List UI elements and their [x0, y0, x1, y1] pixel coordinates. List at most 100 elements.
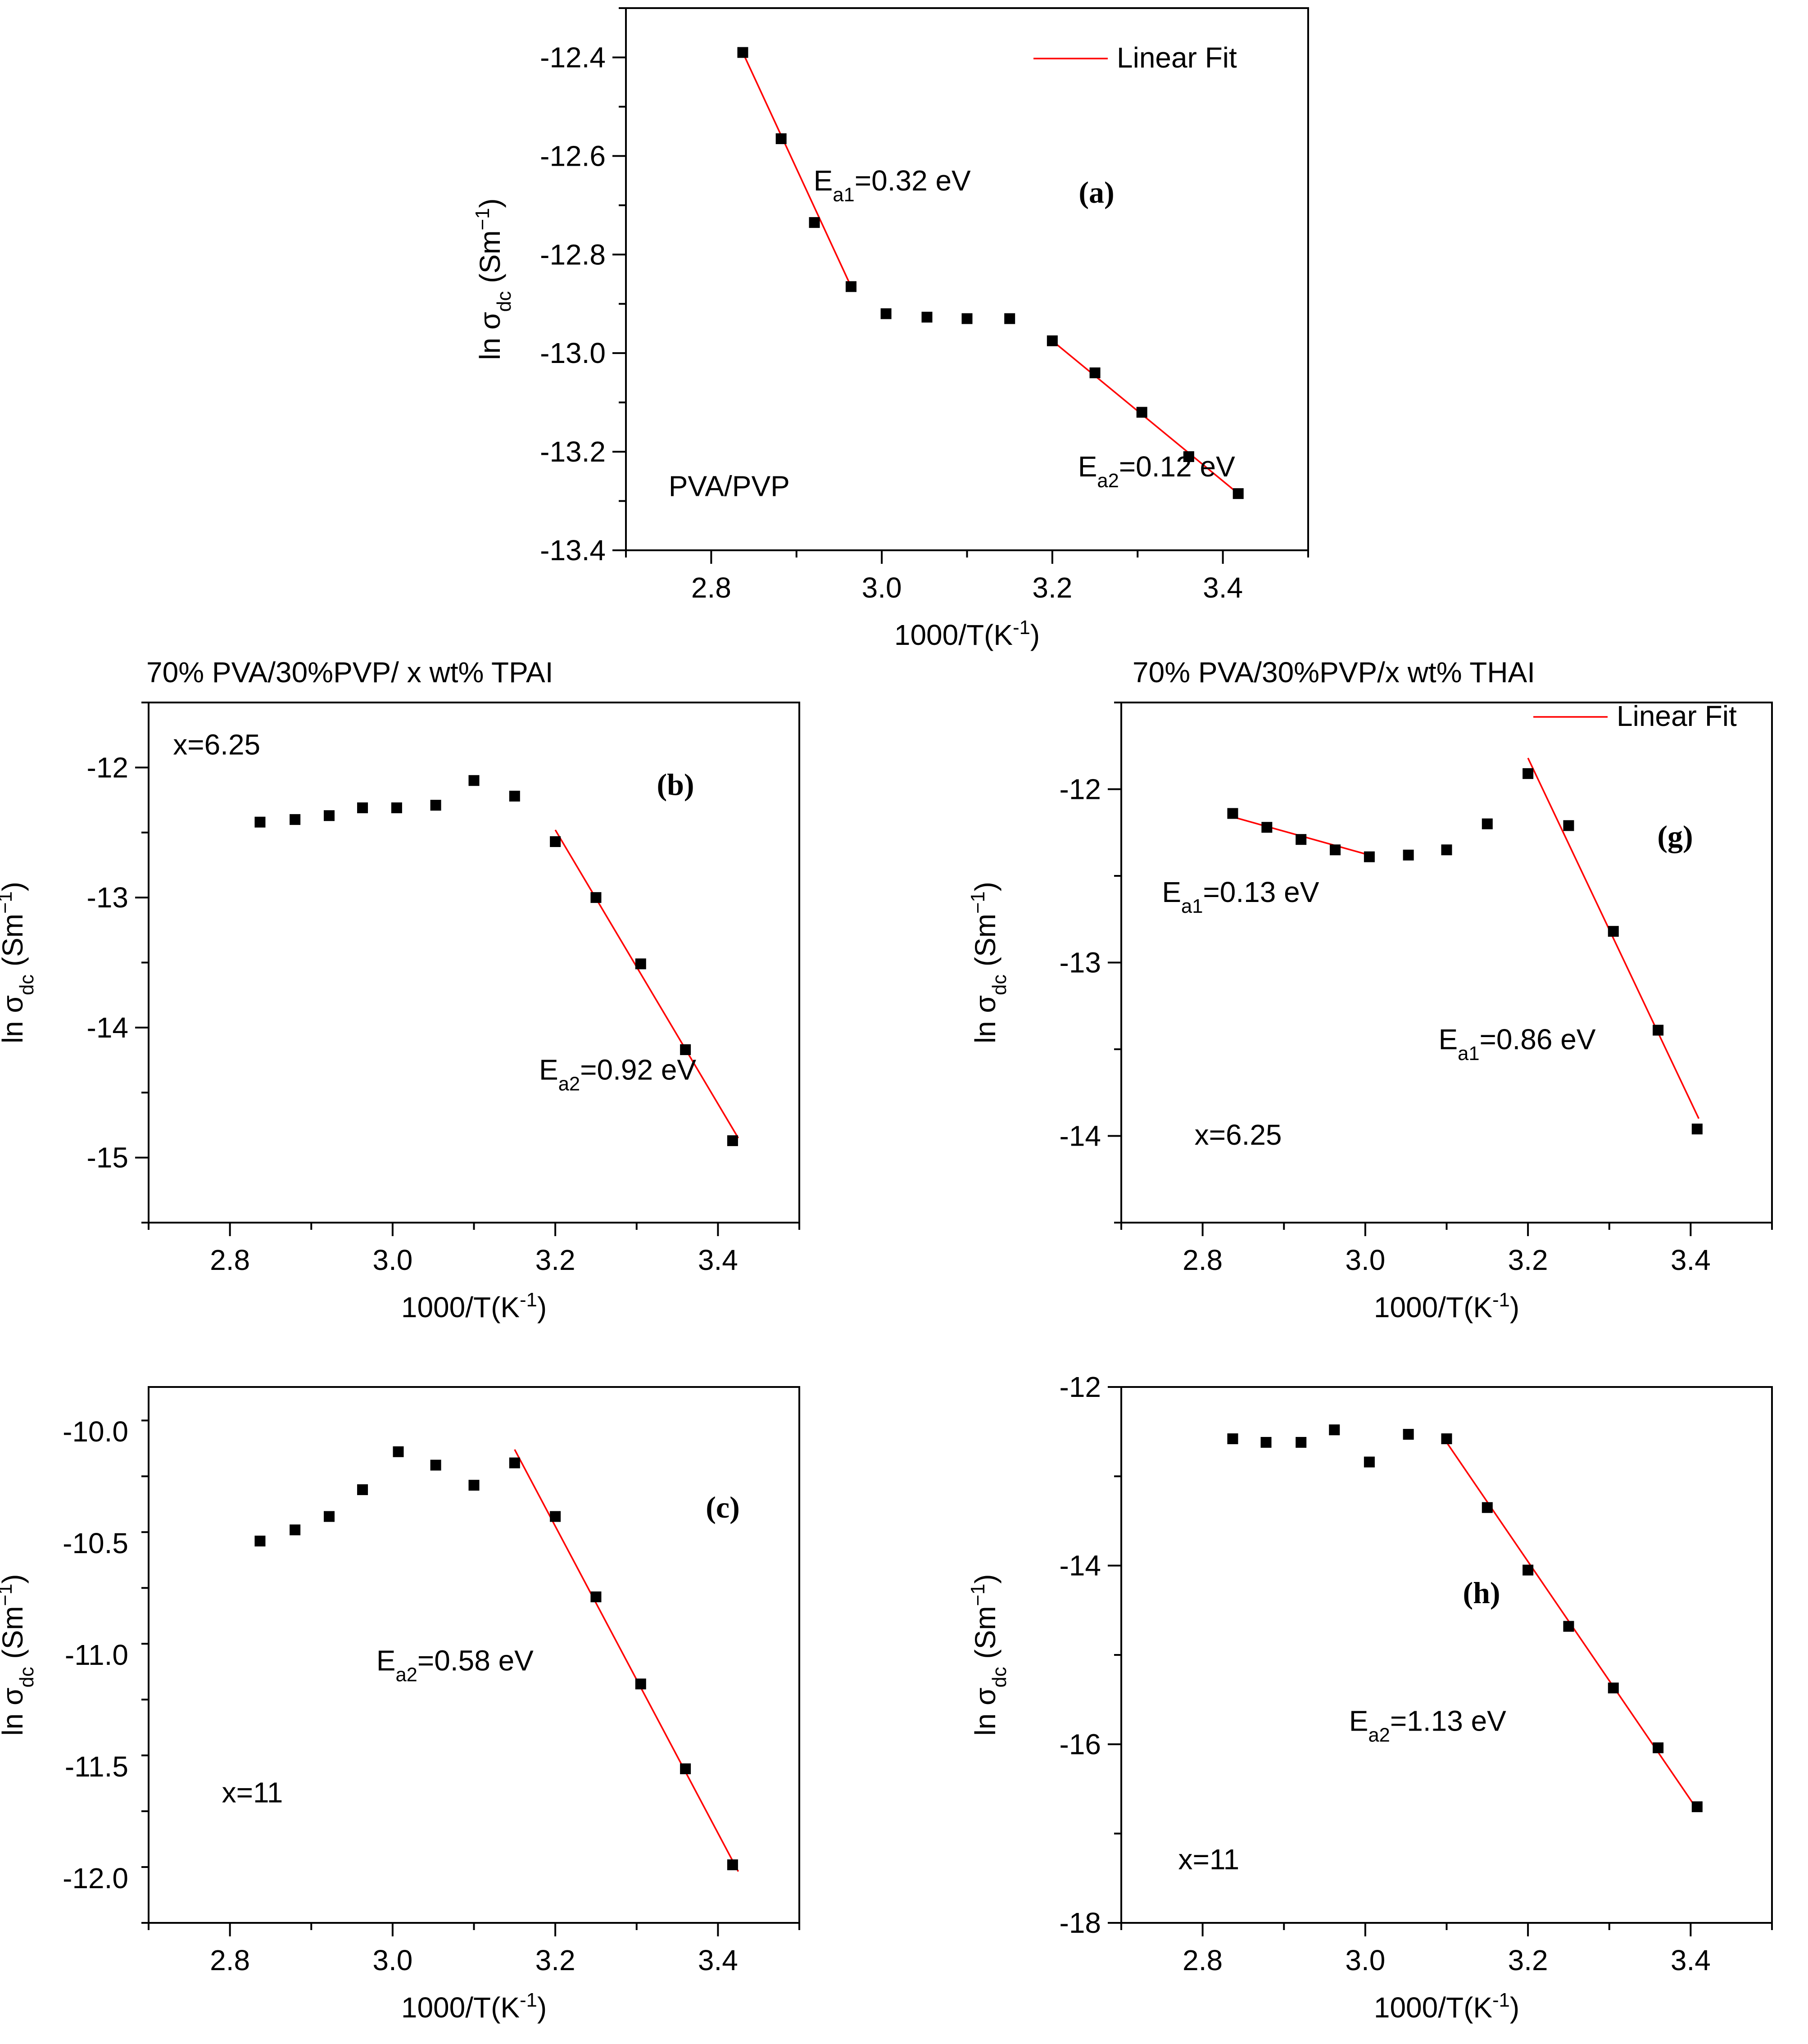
x-tick-label: 3.2 [1508, 1244, 1548, 1276]
activation-energy-label: Ea2=0.58 eV [376, 1645, 534, 1686]
data-point [550, 1511, 561, 1522]
data-point [635, 1678, 646, 1690]
x-tick-label: 3.0 [372, 1944, 412, 1976]
chart-panel-c: 2.8 3.0 3.2 3.4 -12.0 -11.5 -11.0 -10.5 -10.0 100… [0, 1386, 800, 2024]
x-tick-label: 2.8 [1183, 1944, 1223, 1976]
activation-energy-label: Ea2=0.92 eV [539, 1053, 696, 1095]
data-point [1260, 1437, 1272, 1448]
y-tick-label: -14 [87, 1011, 129, 1044]
y-tick-label: -13 [1060, 947, 1101, 979]
x-axis-title: 1000/T(K-1) [401, 1990, 547, 2024]
data-point [590, 1591, 602, 1603]
x-tick-label: 3.4 [1203, 571, 1243, 604]
y-axis-title: ln σdc (Sm−1) [0, 882, 38, 1043]
data-point [1441, 1433, 1452, 1445]
data-point [1523, 768, 1534, 779]
annotation-label: x=11 [1178, 1843, 1239, 1876]
data-point [323, 1511, 335, 1522]
data-point [391, 802, 402, 813]
data-point [775, 133, 787, 145]
data-point [1330, 844, 1341, 856]
data-point [921, 312, 933, 323]
chart-panel-a: 2.8 3.0 3.2 3.4 -13.4 -13.2 -13.0 -12.8 -12.6 -12… [472, 7, 1309, 651]
x-axis-title: 1000/T(K-1) [401, 1289, 547, 1323]
x-tick-label: 3.2 [535, 1244, 575, 1276]
data-point [635, 958, 646, 970]
data-point [1403, 849, 1414, 861]
annotation-label: x=11 [222, 1776, 283, 1808]
x-axis-title: 1000/T(K-1) [1374, 1289, 1519, 1323]
y-tick-label: -14 [1060, 1120, 1101, 1152]
data-point [1653, 1024, 1664, 1036]
data-point [254, 816, 266, 828]
data-point [1296, 834, 1307, 845]
data-point [727, 1859, 738, 1871]
data-point [680, 1044, 691, 1055]
annotation-label: x=6.25 [1195, 1119, 1282, 1151]
annotation-label: x=6.25 [173, 729, 260, 761]
data-point [468, 775, 480, 786]
y-tick-label: -12 [1060, 773, 1101, 806]
x-tick-label: 3.0 [372, 1244, 412, 1276]
y-tick-label: -13.2 [540, 435, 606, 468]
y-tick-label: -14 [1060, 1550, 1101, 1582]
data-point [1329, 1424, 1340, 1436]
data-point [1441, 844, 1452, 856]
annotation-label: PVA/PVP [669, 470, 790, 503]
data-point [1296, 1437, 1307, 1448]
y-axis-title: ln σdc (Sm−1) [472, 198, 515, 360]
chart-panel-g: 2.8 3.0 3.2 3.4 -14 -13 -12 1000/T(K-1) ln σdc (… [967, 656, 1773, 1323]
panel-label: (g) [1657, 819, 1693, 853]
data-point [1183, 451, 1194, 462]
linear-fit-line [1527, 757, 1700, 1119]
data-point [1563, 1621, 1574, 1632]
y-tick-label: -16 [1060, 1728, 1101, 1760]
data-point [509, 790, 520, 802]
y-axis-title: ln σdc (Sm−1) [967, 882, 1010, 1043]
activation-energy-label: Ea1=0.86 eV [1438, 1023, 1595, 1065]
data-point [1608, 926, 1619, 937]
data-point [1136, 407, 1147, 418]
y-tick-label: -11.5 [65, 1750, 128, 1783]
data-point [430, 800, 441, 811]
data-point [727, 1135, 738, 1147]
panel-label: (b) [657, 767, 694, 802]
plot-frame [1120, 1386, 1773, 1924]
y-tick-label: -13 [87, 881, 129, 914]
y-tick-label: -10.5 [63, 1527, 128, 1559]
data-point [737, 47, 748, 58]
y-tick-label: -12.6 [540, 140, 606, 172]
data-point [1233, 488, 1244, 499]
data-point [357, 1484, 368, 1496]
y-tick-label: -12 [87, 751, 129, 784]
data-point [1523, 1564, 1534, 1576]
data-point [1608, 1682, 1619, 1694]
activation-energy-label: Ea2=1.13 eV [1349, 1705, 1506, 1746]
data-point [550, 836, 561, 847]
x-tick-label: 2.8 [1183, 1244, 1223, 1276]
y-tick-label: -12 [1060, 1371, 1101, 1403]
y-tick-label: -18 [1060, 1907, 1101, 1939]
legend-label: Linear Fit [1117, 41, 1237, 74]
y-tick-label: -12.4 [540, 41, 606, 73]
data-point [254, 1536, 266, 1547]
data-point [1691, 1124, 1703, 1135]
activation-energy-label: Ea1=0.13 eV [1162, 876, 1319, 917]
data-point [393, 1446, 404, 1457]
data-point [357, 802, 368, 813]
data-point [1482, 818, 1493, 829]
data-point [509, 1457, 520, 1468]
legend-label: Linear Fit [1617, 700, 1737, 732]
data-point [1364, 851, 1375, 862]
x-tick-label: 3.0 [1345, 1944, 1385, 1976]
data-point [430, 1459, 441, 1471]
chart-panel-h: 2.8 3.0 3.2 3.4 -18 -16 -14 -12 1000/T(K-1) ln σd… [967, 1371, 1773, 2024]
data-point [1563, 820, 1574, 831]
linear-fit-line [554, 829, 739, 1139]
data-point [1227, 1433, 1238, 1445]
data-point [1653, 1742, 1664, 1754]
linear-fit-line [514, 1449, 739, 1872]
x-tick-label: 2.8 [210, 1244, 250, 1276]
